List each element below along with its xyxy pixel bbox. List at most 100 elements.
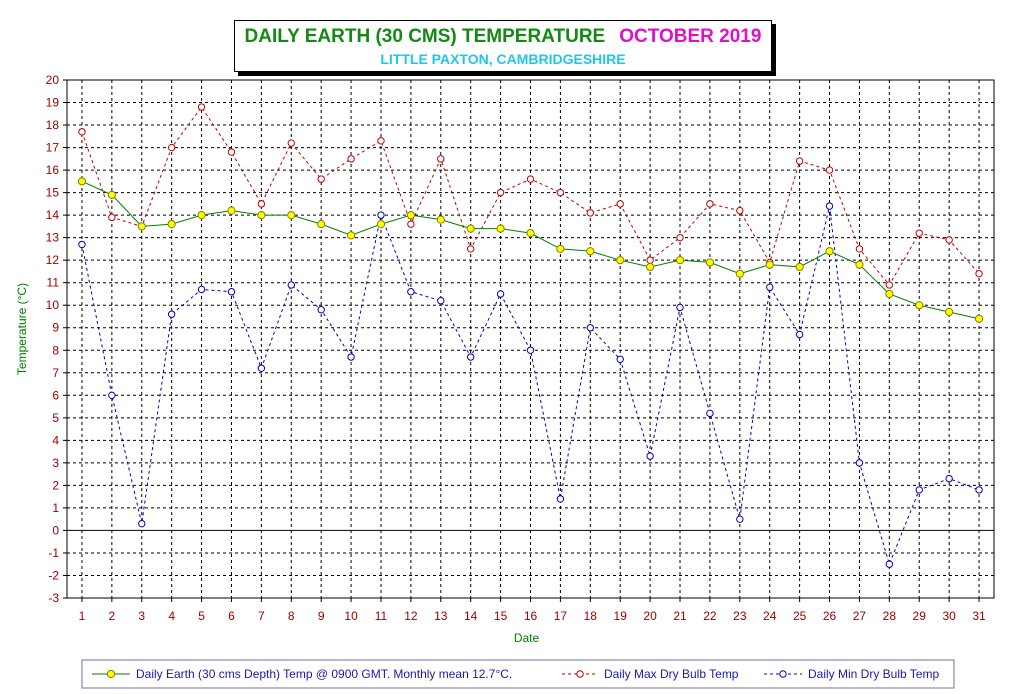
y-tick-label: 16 xyxy=(46,163,60,177)
data-point-min xyxy=(437,297,445,305)
data-point-earth xyxy=(675,256,685,265)
data-point-earth xyxy=(376,220,386,229)
data-point-min xyxy=(736,515,744,523)
data-point-earth xyxy=(197,211,206,220)
y-tick-label: 13 xyxy=(46,231,60,245)
y-axis-title: Temperature (°C) xyxy=(15,283,29,375)
data-point-max xyxy=(526,175,535,183)
data-point-earth xyxy=(346,231,356,240)
y-tick-label: -3 xyxy=(48,591,59,605)
data-point-max xyxy=(736,206,744,215)
data-point-earth xyxy=(77,177,87,186)
y-tick-label: 7 xyxy=(52,366,59,380)
y-tick-label: 11 xyxy=(47,276,60,290)
legend-box xyxy=(81,659,955,689)
data-point-earth xyxy=(436,215,445,224)
x-tick-label: 14 xyxy=(464,609,478,623)
data-point-min xyxy=(317,306,325,314)
y-tick-label: 0 xyxy=(52,523,59,537)
data-point-max xyxy=(975,269,983,278)
data-point-earth xyxy=(496,224,505,233)
data-point-max xyxy=(197,103,206,111)
y-tick-label: 10 xyxy=(46,298,60,312)
x-tick-label: 8 xyxy=(288,609,295,623)
x-tick-label: 18 xyxy=(584,609,598,623)
y-tick-label: 12 xyxy=(46,253,60,267)
data-point-max xyxy=(377,137,385,145)
data-point-earth xyxy=(167,220,176,229)
data-point-earth xyxy=(406,211,415,220)
y-tick-label: 20 xyxy=(46,73,60,87)
data-point-max xyxy=(257,200,266,208)
data-point-min xyxy=(257,364,266,372)
data-point-min xyxy=(766,283,774,291)
x-tick-label: 9 xyxy=(318,609,325,623)
y-tick-label: -2 xyxy=(48,568,59,582)
data-point-earth xyxy=(526,229,535,238)
data-point-max xyxy=(167,143,176,152)
y-tick-label: 6 xyxy=(52,388,59,402)
y-tick-label: 4 xyxy=(52,433,59,447)
y-tick-label: 14 xyxy=(46,208,60,222)
data-point-earth xyxy=(137,222,146,231)
data-point-max xyxy=(407,220,415,228)
data-point-earth xyxy=(885,289,894,299)
data-point-earth xyxy=(287,211,296,220)
data-point-earth xyxy=(466,224,475,233)
x-tick-label: 15 xyxy=(494,609,508,623)
x-tick-label: 23 xyxy=(733,609,747,623)
x-tick-label: 28 xyxy=(883,609,897,623)
data-point-max xyxy=(437,155,445,163)
data-point-min xyxy=(646,452,654,460)
data-point-min xyxy=(556,495,565,503)
y-tick-label: 19 xyxy=(46,96,60,110)
y-tick-label: 18 xyxy=(46,118,60,132)
chart-title: DAILY EARTH (30 CMS) TEMPERATURE OCTOBER … xyxy=(235,26,771,48)
data-point-max xyxy=(556,188,565,197)
x-tick-label: 2 xyxy=(109,609,116,623)
data-point-min xyxy=(825,202,834,210)
data-point-earth xyxy=(556,244,565,254)
data-point-max xyxy=(885,281,894,289)
data-point-min xyxy=(885,560,894,568)
data-point-max xyxy=(78,128,86,136)
data-point-min xyxy=(197,285,206,294)
data-point-earth xyxy=(735,269,744,278)
chart-subtitle: LITTLE PAXTON, CAMBRIDGESHIRE xyxy=(380,51,626,67)
x-tick-label: 20 xyxy=(643,609,657,623)
x-tick-label: 12 xyxy=(404,609,418,623)
y-tick-label: 5 xyxy=(52,411,59,425)
data-point-min xyxy=(945,474,953,483)
legend-label-earth: Daily Earth (30 cms Depth) Temp @ 0900 G… xyxy=(136,667,512,681)
chart-series xyxy=(77,103,984,568)
data-point-min xyxy=(287,281,295,289)
x-tick-label: 29 xyxy=(913,609,927,623)
chart-title-main: DAILY EARTH (30 CMS) TEMPERATURE xyxy=(244,26,606,47)
legend-label-min: Daily Min Dry Bulb Temp xyxy=(808,667,939,681)
data-point-max xyxy=(287,139,295,147)
x-tick-label: 10 xyxy=(344,609,358,623)
data-point-max xyxy=(616,200,624,208)
data-point-min xyxy=(347,353,355,361)
x-tick-label: 17 xyxy=(554,609,568,623)
x-tick-label: 13 xyxy=(434,609,448,623)
data-point-min xyxy=(706,409,714,418)
data-point-min xyxy=(915,486,923,494)
data-point-min xyxy=(108,391,116,400)
data-point-min xyxy=(586,324,595,332)
data-point-min xyxy=(795,330,804,339)
x-tick-label: 31 xyxy=(972,609,986,623)
legend-swatch-marker-min xyxy=(779,670,787,678)
x-tick-label: 26 xyxy=(823,609,837,623)
data-point-earth xyxy=(915,301,924,310)
data-point-min xyxy=(138,519,146,528)
x-axis-title: Date xyxy=(514,631,540,645)
x-tick-label: 3 xyxy=(138,609,145,623)
data-point-max xyxy=(855,245,864,253)
data-point-earth xyxy=(974,314,984,323)
data-point-max xyxy=(586,209,595,217)
data-point-earth xyxy=(616,256,625,265)
data-point-max xyxy=(317,175,325,183)
